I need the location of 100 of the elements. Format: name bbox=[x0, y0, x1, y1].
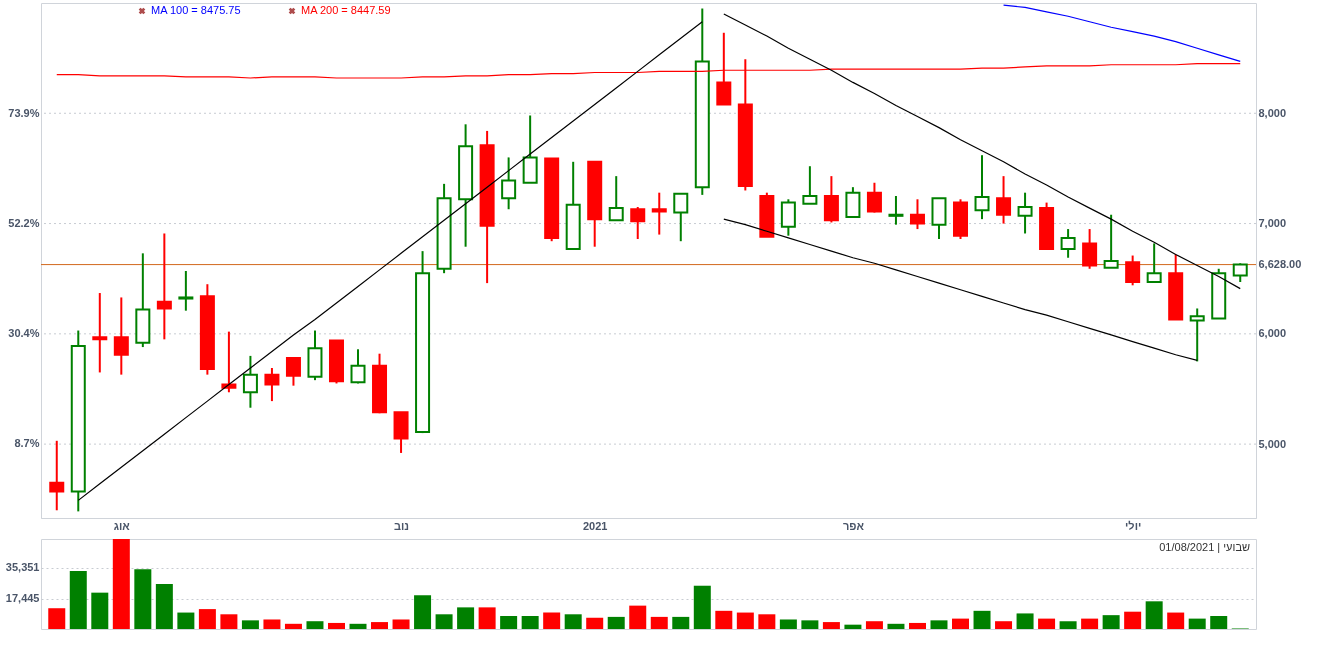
x-tick-label: נוב bbox=[393, 519, 410, 532]
bar bbox=[801, 620, 819, 629]
bar bbox=[263, 619, 281, 629]
x-tick-label: אפר bbox=[842, 519, 865, 532]
bar bbox=[198, 609, 216, 629]
text: MA 200 = 8447.59 bbox=[301, 4, 391, 16]
bar bbox=[586, 617, 604, 629]
bar bbox=[930, 620, 948, 629]
bar bbox=[1167, 612, 1185, 629]
candlestick bbox=[285, 357, 301, 387]
bar bbox=[1188, 618, 1206, 629]
candlestick bbox=[1232, 262, 1248, 283]
bar bbox=[908, 622, 926, 629]
line-series bbox=[77, 21, 703, 501]
y-tick-label: 8,000 bbox=[1258, 106, 1287, 119]
text: MA 100 = 8475.75 bbox=[151, 4, 241, 16]
bar bbox=[672, 616, 690, 629]
bar bbox=[564, 614, 582, 629]
candlestick bbox=[92, 292, 108, 374]
candlestick bbox=[1060, 228, 1076, 259]
candlestick bbox=[996, 175, 1012, 225]
bar bbox=[457, 607, 475, 629]
bar bbox=[973, 610, 991, 629]
candlestick bbox=[1017, 191, 1033, 235]
bar bbox=[91, 592, 109, 629]
candlestick bbox=[1103, 213, 1119, 269]
candlestick bbox=[630, 206, 646, 240]
y-tick-label: 35,351 bbox=[5, 561, 40, 574]
bar bbox=[865, 621, 883, 629]
bar bbox=[155, 584, 173, 629]
candlestick bbox=[888, 194, 904, 226]
bar bbox=[779, 619, 797, 629]
bar bbox=[952, 618, 970, 629]
candlestick bbox=[178, 269, 194, 312]
bar bbox=[435, 614, 453, 629]
bar bbox=[220, 614, 238, 629]
bar bbox=[306, 621, 324, 629]
bar bbox=[758, 614, 776, 629]
candlestick bbox=[608, 175, 624, 222]
bar bbox=[887, 623, 905, 629]
bar bbox=[371, 622, 389, 629]
y2-tick-label: 73.9% bbox=[8, 106, 40, 119]
candlestick bbox=[909, 198, 925, 231]
bar bbox=[822, 622, 840, 629]
bar bbox=[736, 612, 754, 629]
bar bbox=[1102, 615, 1120, 629]
bar bbox=[48, 608, 66, 629]
candlestick bbox=[866, 181, 882, 214]
bar bbox=[134, 569, 152, 629]
candlestick bbox=[802, 165, 818, 205]
bar bbox=[715, 610, 733, 629]
ref-line-label: 6,628.00 bbox=[1258, 258, 1302, 271]
bar bbox=[995, 621, 1013, 629]
y2-tick-label: 30.4% bbox=[8, 327, 40, 340]
candlestick bbox=[242, 354, 258, 409]
bar bbox=[650, 616, 668, 629]
x-tick-label: 2021 bbox=[582, 519, 608, 532]
candlestick bbox=[501, 156, 517, 211]
y-tick-label: 7,000 bbox=[1258, 217, 1287, 230]
annotation: שבועי | 01/08/2021 bbox=[1159, 541, 1250, 553]
bar bbox=[1038, 618, 1056, 629]
bar bbox=[607, 616, 625, 629]
bar bbox=[543, 612, 561, 629]
y2-tick-label: 8.7% bbox=[14, 437, 40, 450]
bar bbox=[1081, 618, 1099, 629]
y-tick-label: 6,000 bbox=[1258, 327, 1287, 340]
bar bbox=[284, 623, 302, 629]
bar bbox=[112, 539, 130, 629]
y-tick-label: 17,445 bbox=[5, 592, 40, 605]
bar bbox=[1124, 611, 1142, 629]
candlestick bbox=[1082, 228, 1098, 270]
candlestick bbox=[673, 192, 689, 243]
bar bbox=[69, 571, 87, 629]
bar bbox=[1016, 613, 1034, 629]
bar bbox=[392, 619, 410, 629]
x-tick-label: יולי bbox=[1125, 519, 1142, 532]
candlestick bbox=[350, 348, 366, 385]
candlestick bbox=[1189, 307, 1205, 363]
bar bbox=[327, 622, 345, 629]
candlestick bbox=[49, 439, 65, 512]
candlestick bbox=[1146, 242, 1162, 283]
candlestick bbox=[651, 191, 667, 236]
line-series bbox=[1002, 4, 1241, 63]
y-tick-label: 5,000 bbox=[1258, 437, 1287, 450]
bar bbox=[241, 620, 259, 629]
bar bbox=[349, 623, 367, 629]
bar bbox=[500, 616, 518, 629]
bar bbox=[177, 612, 195, 629]
bar bbox=[1059, 621, 1077, 629]
bar bbox=[478, 607, 496, 629]
line-series bbox=[723, 218, 1198, 361]
bar bbox=[414, 595, 432, 629]
candlestick bbox=[264, 367, 280, 403]
bar bbox=[1145, 601, 1163, 629]
candlestick bbox=[113, 296, 129, 376]
bar bbox=[1210, 616, 1228, 629]
bar bbox=[693, 585, 711, 629]
bar bbox=[844, 624, 862, 629]
candlestick bbox=[974, 154, 990, 221]
candlestick bbox=[156, 232, 172, 341]
